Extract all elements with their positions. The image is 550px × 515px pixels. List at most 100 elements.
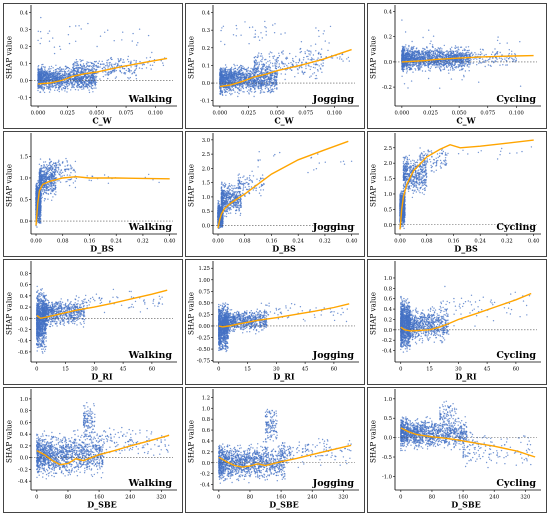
data-point — [468, 51, 470, 54]
data-point — [292, 60, 295, 63]
data-point — [307, 58, 309, 60]
data-point — [225, 71, 227, 73]
data-point — [308, 53, 310, 55]
data-point — [260, 67, 262, 70]
data-point — [417, 54, 419, 56]
data-point — [45, 85, 48, 88]
data-point — [407, 51, 409, 53]
data-point — [438, 56, 440, 58]
data-point — [130, 60, 132, 62]
data-point — [403, 65, 405, 67]
y-tick-label: 0.2 — [20, 44, 28, 50]
data-point — [277, 66, 280, 68]
data-point — [464, 49, 467, 51]
data-point — [81, 72, 84, 74]
data-point — [67, 70, 69, 73]
data-point — [442, 63, 445, 65]
data-point — [265, 34, 267, 36]
data-point — [428, 69, 430, 71]
data-point — [460, 46, 463, 48]
data-point — [79, 66, 82, 69]
data-point — [61, 88, 63, 90]
data-point — [419, 54, 421, 56]
x-axis-label: C_W — [274, 116, 294, 126]
data-point — [73, 67, 75, 70]
data-point — [322, 62, 324, 64]
data-point — [403, 58, 405, 61]
data-point — [58, 90, 60, 93]
data-point — [412, 63, 414, 65]
data-point — [53, 82, 55, 85]
data-point — [98, 60, 101, 62]
data-point — [240, 89, 242, 92]
data-point — [449, 49, 452, 51]
data-point — [407, 48, 410, 50]
data-point — [446, 53, 448, 55]
data-point — [451, 62, 453, 64]
data-point — [468, 49, 470, 51]
data-point — [260, 78, 262, 80]
data-point — [86, 63, 88, 65]
data-point — [252, 77, 255, 80]
data-point — [420, 56, 422, 59]
data-point — [219, 69, 222, 71]
data-point — [263, 72, 265, 74]
data-point — [45, 72, 47, 74]
data-point — [244, 77, 246, 79]
data-point — [284, 73, 287, 75]
data-point — [410, 53, 412, 55]
data-point — [413, 45, 415, 48]
data-point — [276, 84, 278, 86]
data-point — [418, 58, 420, 60]
data-point — [264, 81, 266, 84]
data-point — [46, 87, 48, 89]
data-point — [319, 53, 322, 56]
data-point — [296, 64, 298, 66]
data-point — [466, 50, 468, 52]
data-point — [78, 83, 80, 86]
data-point — [288, 62, 290, 65]
data-point — [445, 50, 447, 53]
data-point — [276, 72, 279, 74]
data-point — [442, 68, 444, 71]
data-point — [81, 88, 83, 91]
data-point — [51, 83, 53, 85]
data-point — [267, 83, 269, 85]
data-point — [65, 87, 67, 89]
data-point — [73, 63, 75, 65]
data-point — [76, 70, 78, 73]
data-point — [52, 74, 54, 77]
data-point — [318, 65, 320, 67]
data-point — [291, 63, 294, 65]
data-point — [252, 84, 254, 87]
data-point — [48, 84, 50, 86]
data-point — [256, 62, 259, 64]
data-point — [48, 40, 51, 42]
data-point — [261, 63, 263, 66]
data-point — [279, 67, 282, 69]
data-point — [256, 86, 258, 88]
data-point — [431, 46, 434, 48]
y-tick-label: 0.0 — [202, 81, 210, 87]
data-point — [269, 67, 271, 69]
data-point — [234, 70, 237, 72]
data-point — [228, 85, 230, 88]
data-point — [230, 89, 232, 91]
data-point — [234, 65, 236, 67]
data-point — [41, 76, 44, 78]
data-point — [44, 70, 47, 72]
data-point — [51, 76, 53, 78]
data-point — [95, 60, 98, 63]
data-point — [341, 53, 344, 55]
data-point — [303, 56, 305, 59]
data-point — [94, 78, 96, 81]
data-point — [420, 52, 423, 54]
data-point — [469, 52, 471, 55]
data-point — [222, 72, 224, 74]
data-point — [89, 64, 91, 67]
x-tick-label: 0.075 — [119, 111, 134, 117]
data-point — [53, 76, 56, 78]
data-point — [225, 80, 227, 82]
data-point — [437, 64, 439, 66]
data-point — [99, 63, 102, 65]
